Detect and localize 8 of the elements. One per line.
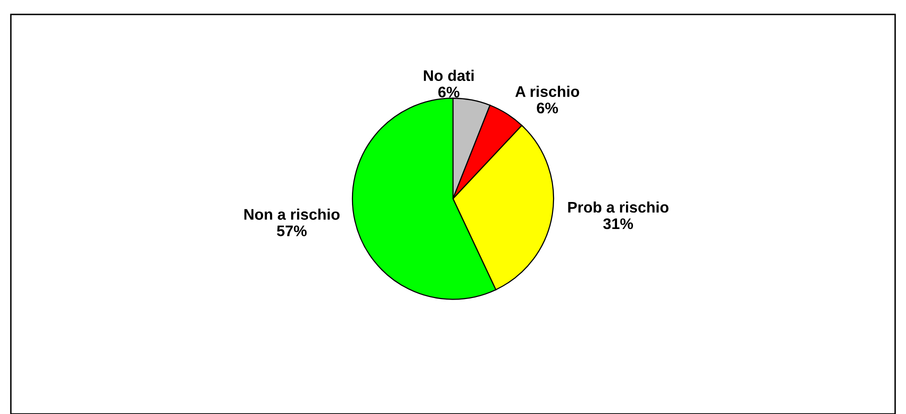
data-label: 57% — [276, 225, 307, 236]
data-label: 6% — [536, 102, 558, 114]
slice-label: No dati — [424, 70, 474, 82]
data-label: 6% — [438, 86, 460, 98]
slice-label: Prob a rischio — [568, 201, 668, 213]
slice-label: Non a rischio — [244, 208, 340, 220]
data-label: 31% — [603, 218, 634, 230]
slice-label: A rischio — [515, 86, 580, 97]
